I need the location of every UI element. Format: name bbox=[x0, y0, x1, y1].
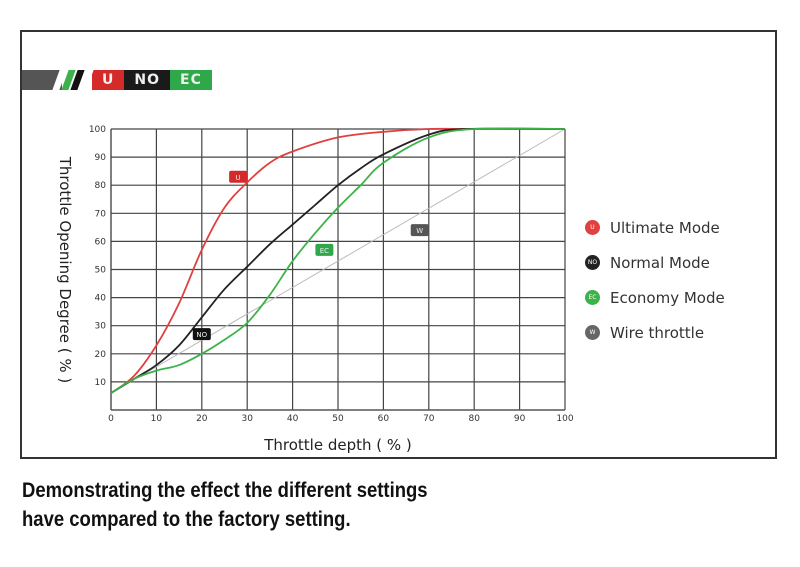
y-tick-label: 70 bbox=[95, 209, 107, 219]
y-tick-label: 10 bbox=[95, 378, 107, 388]
series-line bbox=[110, 128, 566, 394]
legend-label: Economy Mode bbox=[610, 288, 725, 307]
caption-line: Demonstrating the effect the different s… bbox=[22, 479, 428, 502]
series-badge-label: U bbox=[236, 174, 241, 182]
legend: U Ultimate Mode NO Normal Mode EC Economy M… bbox=[585, 210, 725, 350]
x-tick-label: 0 bbox=[108, 414, 114, 424]
legend-dot-icon: NO bbox=[585, 255, 600, 270]
legend-label: Wire throttle bbox=[610, 323, 705, 342]
series-badge-label: NO bbox=[196, 331, 207, 339]
series-line bbox=[110, 127, 566, 394]
y-tick-label: 90 bbox=[95, 153, 107, 163]
legend-label: Normal Mode bbox=[610, 253, 710, 272]
mode-banner: U NO EC bbox=[22, 70, 212, 90]
caption-line: have compared to the factory setting. bbox=[22, 508, 351, 531]
series-line bbox=[110, 127, 565, 394]
legend-item: W Wire throttle bbox=[585, 315, 725, 350]
y-tick-label: 50 bbox=[95, 266, 107, 276]
x-tick-label: 20 bbox=[196, 414, 208, 424]
y-tick-label: 80 bbox=[95, 181, 107, 191]
x-tick-label: 80 bbox=[468, 414, 480, 424]
y-axis-label: Throttle Opening Degree ( % ) bbox=[56, 156, 74, 384]
series-badge bbox=[410, 224, 429, 237]
series-badge bbox=[192, 328, 211, 341]
banner-tag-ec: EC bbox=[170, 70, 212, 90]
chart-frame bbox=[20, 30, 777, 459]
legend-label: Ultimate Mode bbox=[610, 218, 720, 237]
x-tick-label: 10 bbox=[151, 414, 163, 424]
y-tick-label: 100 bbox=[89, 125, 106, 135]
x-tick-label: 70 bbox=[423, 414, 435, 424]
x-tick-label: 40 bbox=[287, 414, 299, 424]
legend-item: EC Economy Mode bbox=[585, 280, 725, 315]
series-badge bbox=[229, 170, 248, 183]
x-tick-label: 50 bbox=[332, 414, 344, 424]
x-tick-label: 100 bbox=[556, 414, 573, 424]
series-badge-label: EC bbox=[320, 247, 329, 255]
y-tick-label: 20 bbox=[95, 350, 107, 360]
caption: Demonstrating the effect the different s… bbox=[22, 476, 428, 534]
x-tick-label: 30 bbox=[241, 414, 253, 424]
legend-dot-icon: W bbox=[585, 325, 600, 340]
banner-bar bbox=[22, 70, 62, 90]
banner-tag-no: NO bbox=[124, 70, 170, 90]
y-tick-label: 40 bbox=[95, 294, 107, 304]
legend-dot-icon: U bbox=[585, 220, 600, 235]
legend-item: U Ultimate Mode bbox=[585, 210, 725, 245]
legend-dot-icon: EC bbox=[585, 290, 600, 305]
series-badge-label: W bbox=[416, 227, 423, 235]
series-badge bbox=[315, 243, 334, 256]
legend-item: NO Normal Mode bbox=[585, 245, 725, 280]
y-tick-label: 30 bbox=[95, 322, 107, 332]
x-axis-label: Throttle depth ( % ) bbox=[263, 436, 412, 454]
x-tick-label: 90 bbox=[514, 414, 526, 424]
banner-tag-u: U bbox=[92, 70, 125, 90]
x-tick-label: 60 bbox=[378, 414, 390, 424]
y-tick-label: 60 bbox=[95, 237, 107, 247]
series-line bbox=[110, 127, 566, 394]
